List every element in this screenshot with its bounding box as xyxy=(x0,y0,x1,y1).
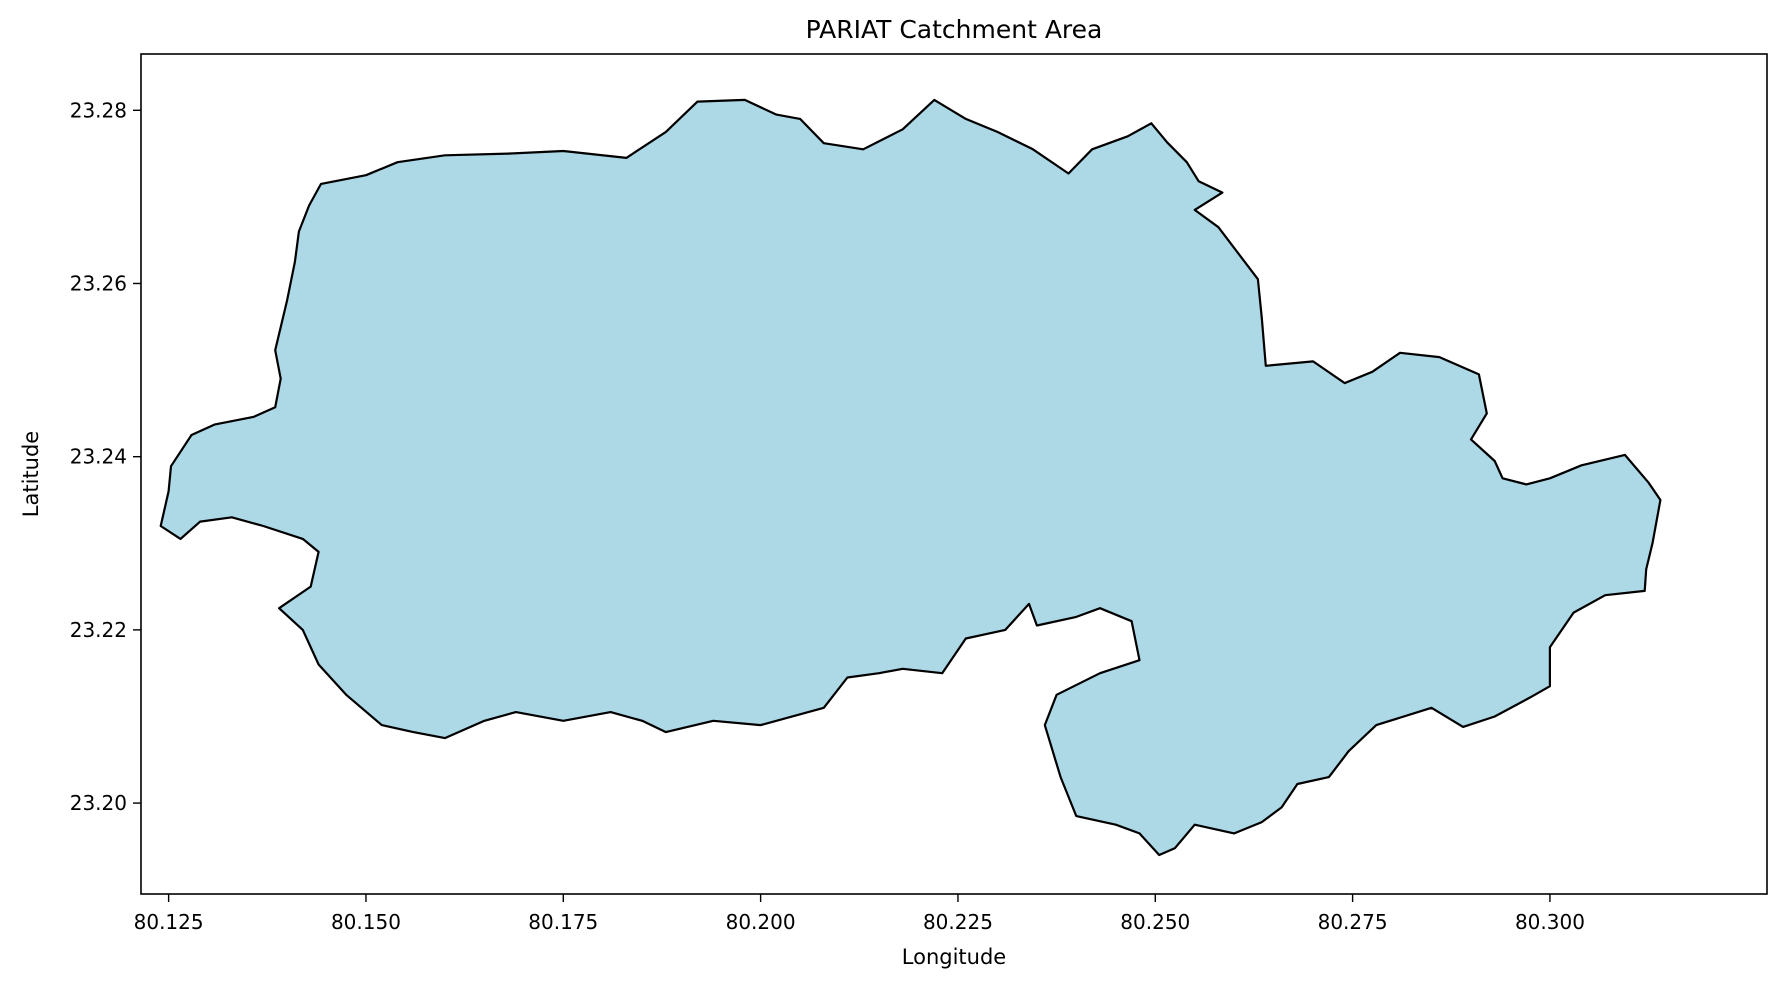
plot-area xyxy=(140,53,1768,895)
y-tick-label: 23.22 xyxy=(70,618,127,642)
x-tick-label: 80.200 xyxy=(726,910,796,934)
y-tick-label: 23.20 xyxy=(70,791,127,815)
y-axis-label: Latitude xyxy=(19,431,43,517)
y-axis-ticks: 23.20 23.22 23.24 23.26 23.28 xyxy=(70,98,141,815)
x-tick-label: 80.150 xyxy=(331,910,401,934)
axes-frame xyxy=(140,53,1768,895)
x-axis-label: Longitude xyxy=(902,945,1006,969)
x-tick-label: 80.275 xyxy=(1318,910,1388,934)
x-tick-label: 80.125 xyxy=(134,910,204,934)
catchment-polygon xyxy=(159,98,1662,857)
x-tick-label: 80.225 xyxy=(923,910,993,934)
y-tick-label: 23.26 xyxy=(70,271,127,295)
x-tick-label: 80.300 xyxy=(1515,910,1585,934)
y-tick-label: 23.28 xyxy=(70,98,127,122)
x-tick-label: 80.250 xyxy=(1120,910,1190,934)
x-tick-label: 80.175 xyxy=(528,910,598,934)
y-tick-label: 23.24 xyxy=(70,445,127,469)
chart-title: PARIAT Catchment Area xyxy=(806,15,1103,44)
x-axis-ticks: 80.125 80.150 80.175 80.200 80.225 80.250 80.2… xyxy=(134,894,1585,934)
